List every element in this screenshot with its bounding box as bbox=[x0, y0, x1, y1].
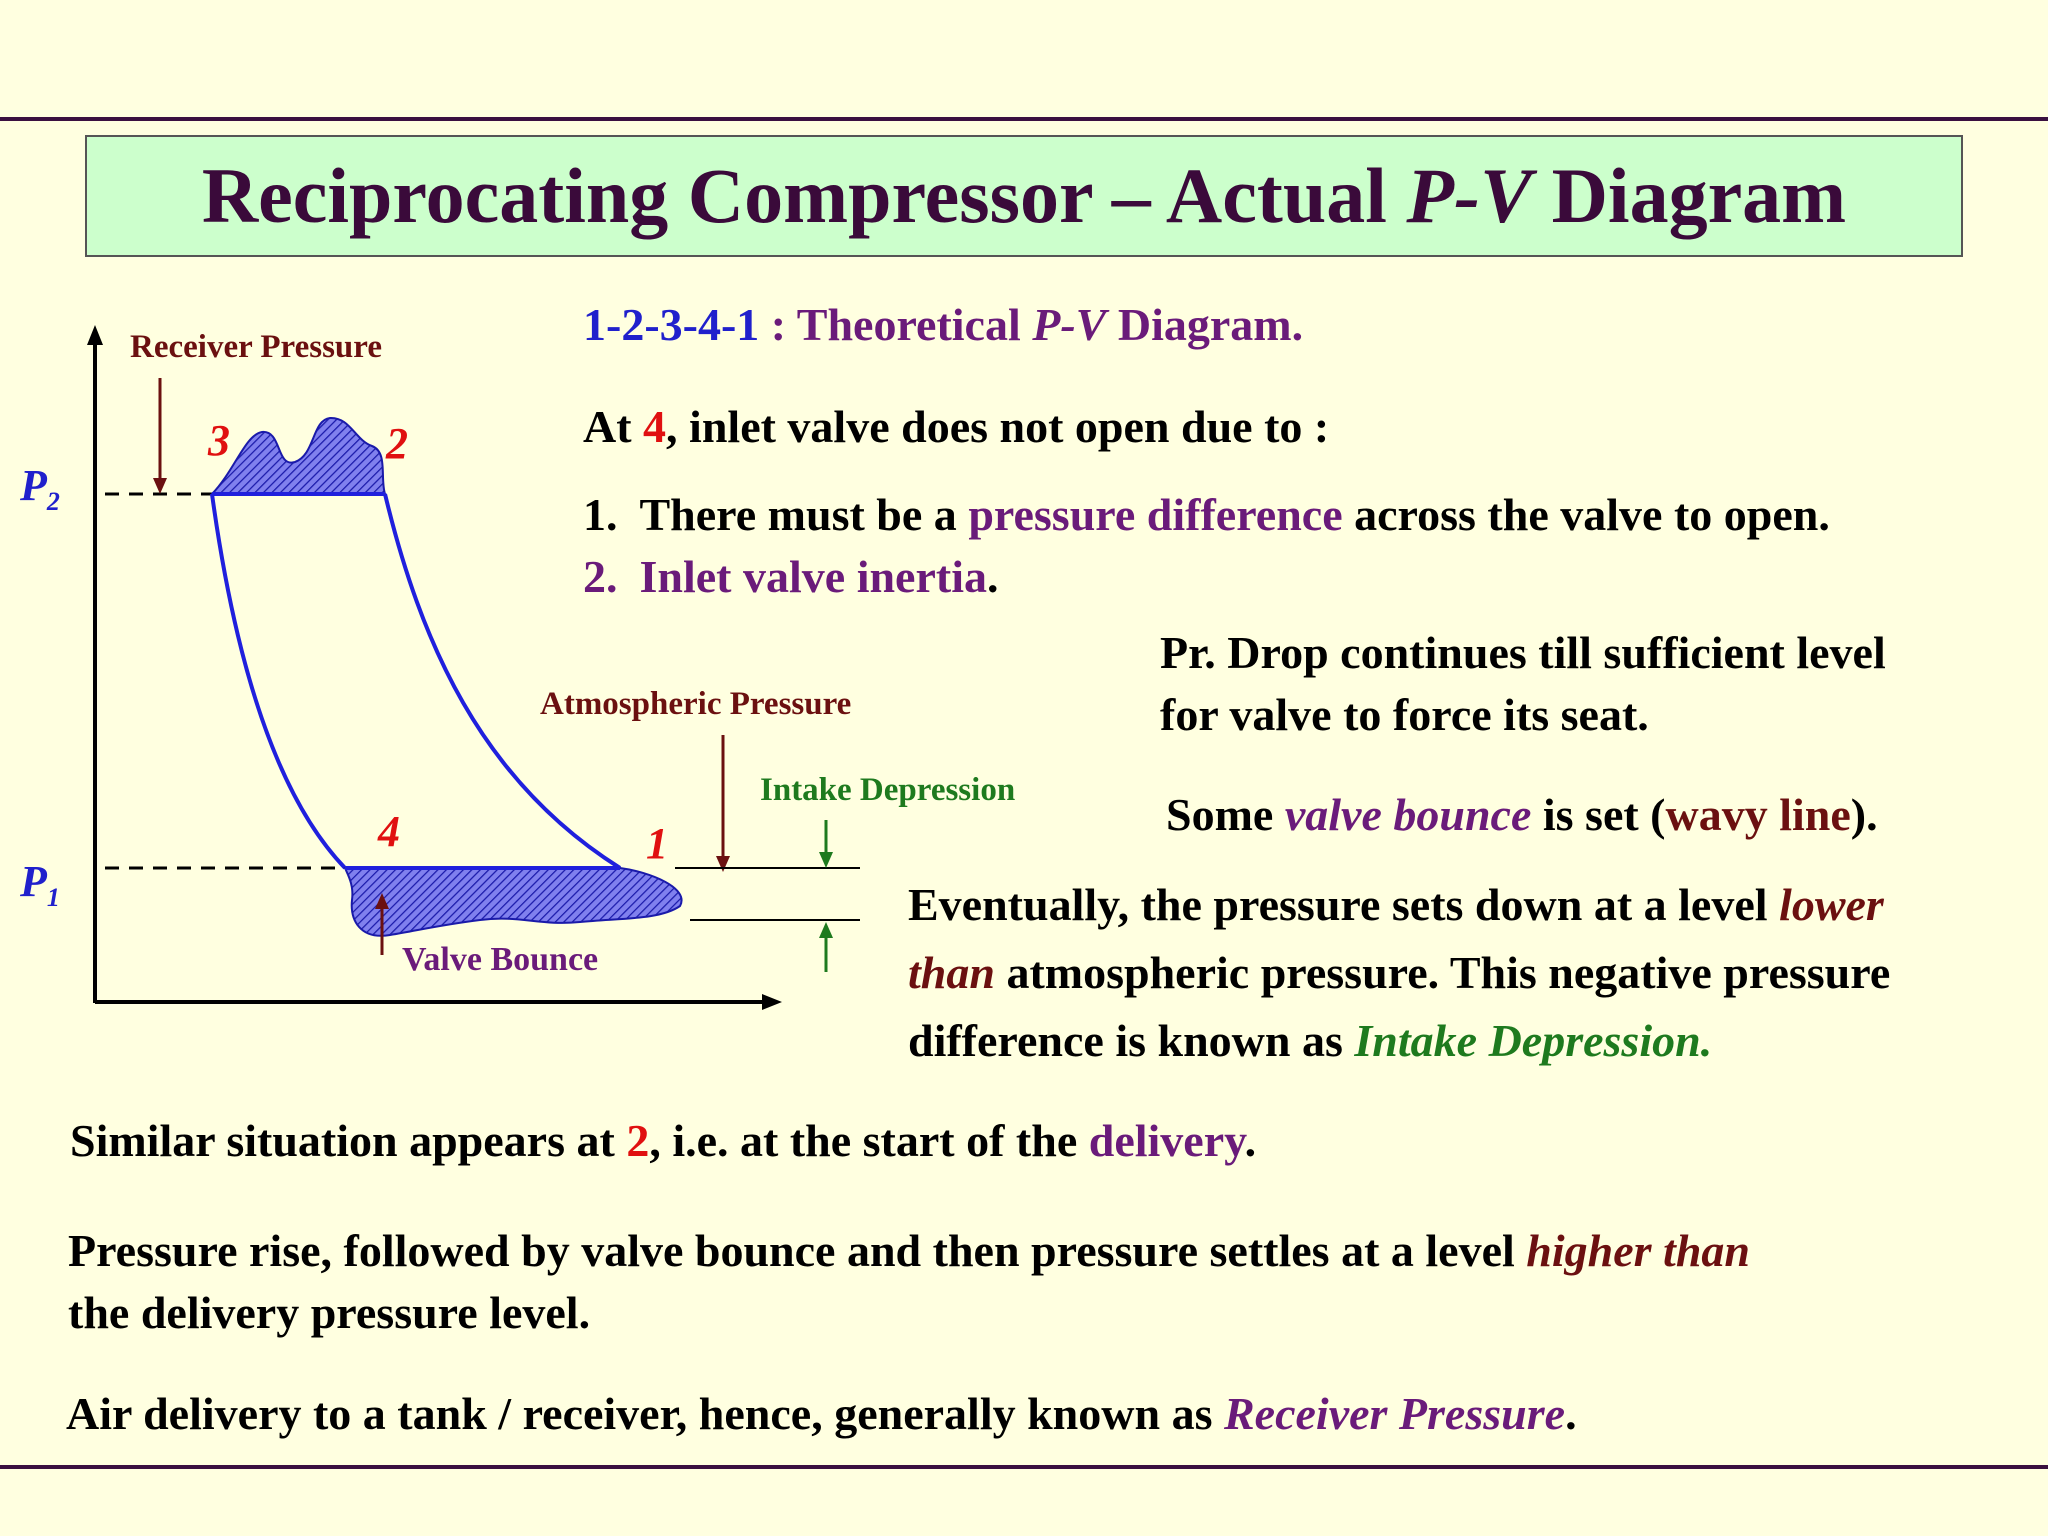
valve-bounce-arrow-head bbox=[375, 893, 389, 909]
theory-tail: Diagram. bbox=[1106, 299, 1304, 350]
eventually-line-3: difference is known as Intake Depression… bbox=[908, 1015, 1713, 1066]
title-main: Reciprocating Compressor – Actual bbox=[201, 152, 1407, 239]
point-2-label: 2 bbox=[385, 419, 408, 468]
title-tail: Diagram bbox=[1532, 152, 1847, 239]
p2-label: P2 bbox=[19, 461, 60, 516]
theory-sequence: 1-2-3-4-1 bbox=[583, 299, 760, 350]
p1-label: P1 bbox=[19, 857, 60, 912]
receiver-pressure-label: Receiver Pressure bbox=[130, 329, 382, 365]
top-divider bbox=[0, 117, 2048, 121]
intake-arrow-bottom-head bbox=[819, 922, 833, 938]
title-box: Reciprocating Compressor – Actual P-V Di… bbox=[85, 135, 1963, 257]
bottom-divider bbox=[0, 1465, 2048, 1469]
point-4-label: 4 bbox=[377, 807, 400, 856]
theory-colon: : Theoretical bbox=[759, 299, 1033, 350]
expansion-curve bbox=[210, 493, 347, 870]
pr-drop-line-2: for valve to force its seat. bbox=[1160, 689, 1649, 740]
x-axis-arrow bbox=[762, 994, 782, 1010]
page-title: Reciprocating Compressor – Actual P-V Di… bbox=[202, 151, 1846, 241]
point-ref-2: 2 bbox=[626, 1115, 650, 1166]
valve-bounce-label: Valve Bounce bbox=[402, 941, 598, 978]
atmospheric-pressure-label: Atmospheric Pressure bbox=[540, 686, 851, 722]
pv-diagram: Receiver Pressure Atmospheric Pressure I… bbox=[19, 325, 1015, 1010]
list-item-2: 2. Inlet valve inertia. bbox=[583, 551, 999, 602]
inlet-valve-line: At 4, inlet valve does not open due to : bbox=[583, 401, 1330, 452]
point-3-label: 3 bbox=[207, 416, 230, 465]
compression-curve bbox=[383, 493, 622, 870]
receiver-arrow-head bbox=[153, 478, 167, 494]
intake-depression-label: Intake Depression bbox=[760, 772, 1015, 808]
title-italic: P-V bbox=[1406, 152, 1533, 239]
valve-bounce-line: Some valve bounce is set (wavy line). bbox=[1166, 789, 1878, 840]
point-1-label: 1 bbox=[646, 819, 668, 868]
air-delivery-line: Air delivery to a tank / receiver, hence… bbox=[66, 1388, 1577, 1439]
pressure-rise-line-2: the delivery pressure level. bbox=[68, 1287, 591, 1338]
eventually-line-2: than atmospheric pressure. This negative… bbox=[908, 947, 1891, 998]
similar-situation-line: Similar situation appears at 2, i.e. at … bbox=[70, 1115, 1257, 1166]
delivery-bounce-region bbox=[209, 416, 387, 495]
theory-pv: P-V bbox=[1032, 299, 1107, 350]
list-item-1: 1. There must be a pressure difference ac… bbox=[583, 489, 1830, 540]
y-axis-arrow bbox=[87, 325, 103, 345]
theoretical-line: 1-2-3-4-1 : Theoretical P-V Diagram. bbox=[583, 298, 1303, 351]
eventually-line-1: Eventually, the pressure sets down at a … bbox=[908, 879, 1884, 930]
atmospheric-arrow-head bbox=[716, 856, 730, 872]
pressure-rise-line-1: Pressure rise, followed by valve bounce … bbox=[68, 1225, 1750, 1276]
intake-arrow-top-head bbox=[819, 852, 833, 868]
pr-drop-line-1: Pr. Drop continues till sufficient level bbox=[1160, 627, 1886, 678]
point-ref-4: 4 bbox=[643, 401, 667, 452]
intake-bounce-region bbox=[343, 867, 683, 937]
